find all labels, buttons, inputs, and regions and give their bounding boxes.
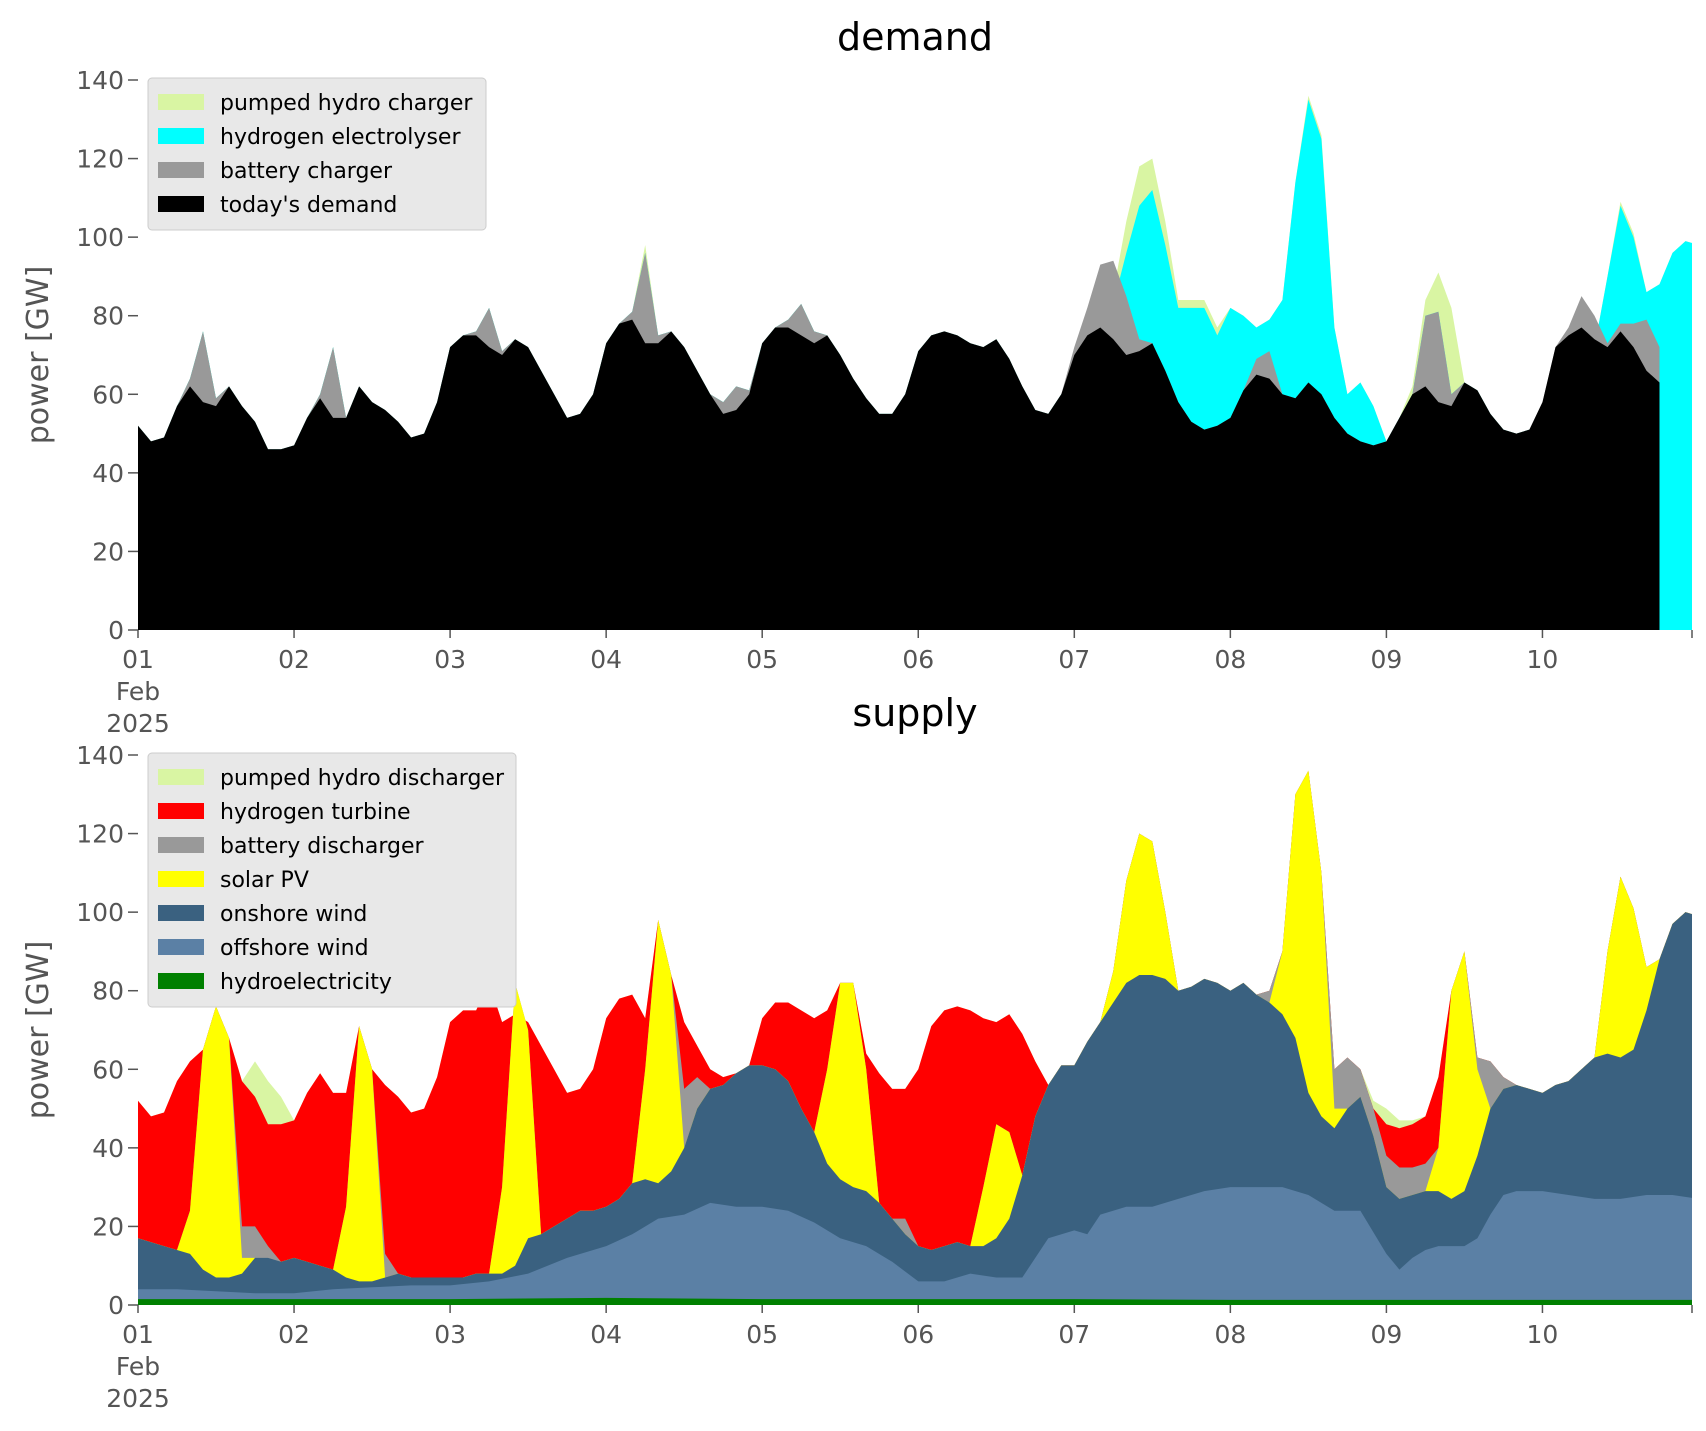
x-tick-label: 04 <box>590 1320 622 1349</box>
legend-box <box>147 77 487 231</box>
x-tick-label: 08 <box>1214 1320 1246 1349</box>
legend-label-hydrogen-electrolyser: hydrogen electrolyser <box>220 125 461 150</box>
y-axis-label: power [GW] <box>21 941 56 1120</box>
legend-swatch-battery-charger <box>158 162 204 178</box>
legend-swatch-hydroelectricity <box>158 973 204 989</box>
legend-swatch-solar-pv <box>158 871 204 887</box>
legend-label-pumped-hydro-discharger: pumped hydro discharger <box>220 766 505 791</box>
x-tick-label: 06 <box>902 1320 934 1349</box>
x-axis: 01 Feb 2025 02 03 04 05 06 07 08 09 10 <box>106 630 1693 738</box>
x-tick-label: 2025 <box>106 1384 170 1413</box>
legend-label-today-s-demand: today's demand <box>220 193 397 218</box>
x-tick-label: 02 <box>278 1320 310 1349</box>
y-tick-label: 20 <box>92 537 124 566</box>
legend-label-hydroelectricity: hydroelectricity <box>220 970 392 995</box>
chart-title: supply <box>852 691 977 735</box>
legend: pumped hydro charger hydrogen electrolyse… <box>147 77 487 231</box>
chart-title: demand <box>837 15 993 59</box>
legend-box <box>147 752 517 1008</box>
x-tick-label: 09 <box>1370 645 1402 674</box>
x-tick-label: 09 <box>1370 1320 1402 1349</box>
y-axis: 0 20 40 60 80 100 120 140 <box>76 741 138 1320</box>
series-area-hydroelectricity <box>138 1297 1692 1305</box>
x-tick-label: 05 <box>746 645 778 674</box>
legend-label-solar-pv: solar PV <box>220 868 309 893</box>
x-tick-label: 10 <box>1527 1320 1559 1349</box>
legend-swatch-pumped-hydro-discharger <box>158 769 204 785</box>
legend-swatch-hydrogen-electrolyser <box>158 128 204 144</box>
x-tick-label: 04 <box>590 645 622 674</box>
x-tick-label: 07 <box>1058 1320 1090 1349</box>
area-layers <box>138 770 1692 1305</box>
x-tick-label: Feb <box>116 677 160 706</box>
series-area-today-s-demand <box>138 319 1660 630</box>
legend-label-onshore-wind: onshore wind <box>220 902 367 927</box>
legend-swatch-today-s-demand <box>158 196 204 212</box>
y-tick-label: 40 <box>92 459 124 488</box>
y-axis: 0 20 40 60 80 100 120 140 <box>76 66 138 645</box>
legend-swatch-hydrogen-turbine <box>158 803 204 819</box>
legend-label-hydrogen-turbine: hydrogen turbine <box>220 800 411 825</box>
x-tick-label: 08 <box>1214 645 1246 674</box>
x-tick-label: 03 <box>434 645 466 674</box>
legend-label-offshore-wind: offshore wind <box>220 936 369 961</box>
legend-swatch-battery-discharger <box>158 837 204 853</box>
y-tick-label: 120 <box>76 145 124 174</box>
x-tick-label: 06 <box>902 645 934 674</box>
x-tick-label: Feb <box>116 1352 160 1381</box>
legend: pumped hydro discharger hydrogen turbine b… <box>147 752 517 1008</box>
x-tick-label: 01 <box>122 645 154 674</box>
y-tick-label: 80 <box>92 977 124 1006</box>
y-tick-label: 60 <box>92 380 124 409</box>
x-tick-label: 05 <box>746 1320 778 1349</box>
y-tick-label: 20 <box>92 1212 124 1241</box>
x-tick-label: 01 <box>122 1320 154 1349</box>
y-axis-label: power [GW] <box>21 266 56 445</box>
legend-swatch-pumped-hydro-charger <box>158 94 204 110</box>
legend-swatch-offshore-wind <box>158 939 204 955</box>
y-tick-label: 40 <box>92 1134 124 1163</box>
y-tick-label: 140 <box>76 66 124 95</box>
y-tick-label: 100 <box>76 223 124 252</box>
x-axis: 01 Feb 2025 02 03 04 05 06 07 08 09 10 <box>106 1305 1693 1413</box>
x-tick-label: 10 <box>1527 645 1559 674</box>
y-tick-label: 60 <box>92 1055 124 1084</box>
series-area-offshore-wind <box>138 1187 1692 1305</box>
legend-label-battery-charger: battery charger <box>220 159 393 184</box>
x-tick-label: 03 <box>434 1320 466 1349</box>
y-tick-label: 0 <box>108 616 124 645</box>
legend-label-battery-discharger: battery discharger <box>220 834 425 859</box>
x-tick-label: 07 <box>1058 645 1090 674</box>
y-tick-label: 140 <box>76 741 124 770</box>
y-tick-label: 0 <box>108 1291 124 1320</box>
legend-swatch-onshore-wind <box>158 905 204 921</box>
legend-label-pumped-hydro-charger: pumped hydro charger <box>220 91 473 116</box>
x-tick-label: 2025 <box>106 709 170 738</box>
y-tick-label: 100 <box>76 898 124 927</box>
area-layers <box>138 95 1692 630</box>
y-tick-label: 80 <box>92 302 124 331</box>
x-tick-label: 02 <box>278 645 310 674</box>
y-tick-label: 120 <box>76 820 124 849</box>
